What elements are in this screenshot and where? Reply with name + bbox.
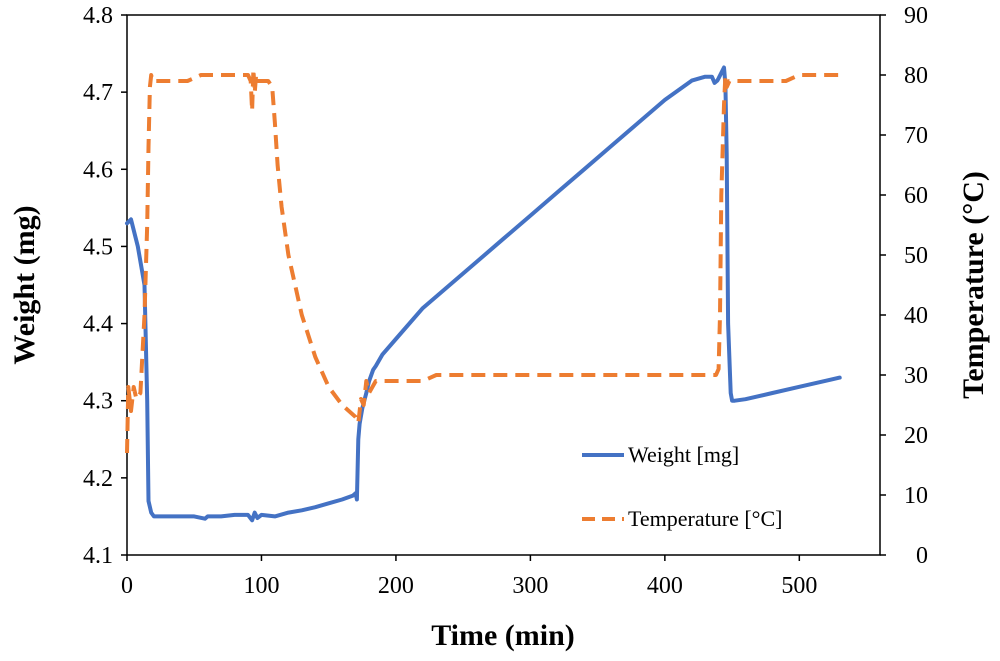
legend-temperature-label: Temperature [°C] [628, 506, 782, 531]
right-y-tick-label: 0 [916, 543, 928, 569]
x-tick-label: 0 [121, 573, 133, 599]
right-y-tick-label: 70 [904, 123, 928, 149]
right-y-tick-label: 90 [904, 3, 928, 29]
left-y-tick-label: 4.8 [83, 3, 113, 29]
weight-series-line [125, 65, 842, 523]
left-y-tick-label: 4.6 [83, 157, 113, 183]
legend-weight-label: Weight [mg] [628, 442, 739, 467]
left-y-tick-label: 4.7 [83, 80, 113, 106]
right-y-tick-label: 60 [904, 183, 928, 209]
x-tick-label: 200 [378, 573, 414, 599]
x-tick-label: 100 [243, 573, 279, 599]
right-y-axis-ticks: 0 10 20 30 40 50 60 70 80 90 [880, 3, 928, 569]
x-tick-label: 500 [781, 573, 817, 599]
right-y-tick-label: 50 [904, 243, 928, 269]
left-y-tick-label: 4.1 [83, 543, 113, 569]
left-y-tick-label: 4.2 [83, 466, 113, 492]
x-tick-label: 400 [647, 573, 683, 599]
legend: Weight [mg] Temperature [°C] [582, 442, 782, 531]
x-tick-label: 300 [512, 573, 548, 599]
right-y-tick-label: 20 [904, 423, 928, 449]
left-y-tick-label: 4.3 [83, 389, 113, 415]
left-y-axis-title: Weight (mg) [8, 205, 41, 364]
right-y-tick-label: 10 [904, 483, 928, 509]
plot-frame [126, 14, 881, 556]
left-y-axis-ticks: 4.1 4.2 4.3 4.4 4.5 4.6 4.7 4.8 [83, 3, 127, 569]
left-y-tick-label: 4.4 [83, 312, 113, 338]
series-layer [125, 65, 842, 523]
right-y-tick-label: 40 [904, 303, 928, 329]
left-y-tick-label: 4.5 [83, 234, 113, 260]
right-y-tick-label: 30 [904, 363, 928, 389]
right-y-axis-title: Temperature (°C) [957, 171, 990, 399]
x-axis-ticks: 0 100 200 300 400 500 [121, 555, 817, 599]
temperature-series-line [125, 67, 840, 454]
x-axis-title: Time (min) [431, 619, 575, 652]
right-y-tick-label: 80 [904, 63, 928, 89]
